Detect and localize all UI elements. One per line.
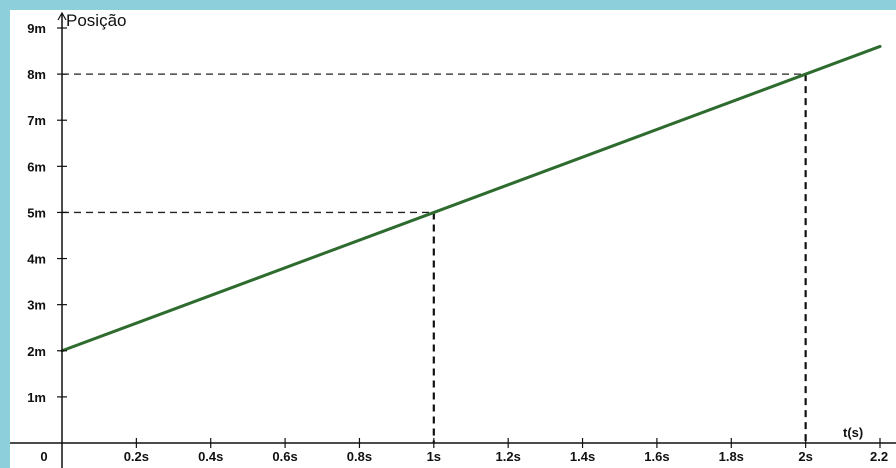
series-layer — [60, 44, 882, 353]
y-axis-arrow — [57, 11, 67, 21]
x-tick-label: 1.4s — [570, 449, 595, 464]
x-tick-label: 2.2 — [870, 449, 888, 464]
y-tick-label: 3m — [27, 298, 46, 313]
y-tick-label: 5m — [27, 205, 46, 220]
x-tick-label: 2s — [798, 449, 812, 464]
x-tick-label: 0.2s — [124, 449, 149, 464]
y-tick-label: 9m — [27, 21, 46, 36]
reference-lines — [62, 73, 807, 443]
y-tick-label: 4m — [27, 252, 46, 267]
x-axis-title: t(s) — [843, 425, 863, 440]
y-tick-label: 8m — [27, 67, 46, 82]
chart-frame — [10, 10, 896, 468]
x-tick-label: 1.6s — [644, 449, 669, 464]
y-tick-label: 7m — [27, 113, 46, 128]
y-tick-label: 2m — [27, 344, 46, 359]
y-ticks: 1m 2m 3m 4m 5m 6m 7m 8m 9m — [27, 21, 67, 405]
axes — [10, 11, 896, 468]
series-line — [60, 44, 882, 353]
x-tick-label: 0.6s — [272, 449, 297, 464]
x-tick-label: 1s — [427, 449, 441, 464]
x-tick-label: 1.2s — [496, 449, 521, 464]
x-tick-label: 0.8s — [347, 449, 372, 464]
x-tick-label: 0 — [40, 449, 47, 464]
x-ticks: 0 0.2s 0.4s 0.6s 0.8s 1s 1.2s 1.4s 1.6s 1.8s 2s 2.2 — [40, 438, 888, 464]
y-tick-label: 1m — [27, 390, 46, 405]
x-tick-label: 0.4s — [198, 449, 223, 464]
y-axis-title: Posição — [66, 11, 126, 30]
x-tick-label: 1.8s — [719, 449, 744, 464]
y-tick-label: 6m — [27, 159, 46, 174]
